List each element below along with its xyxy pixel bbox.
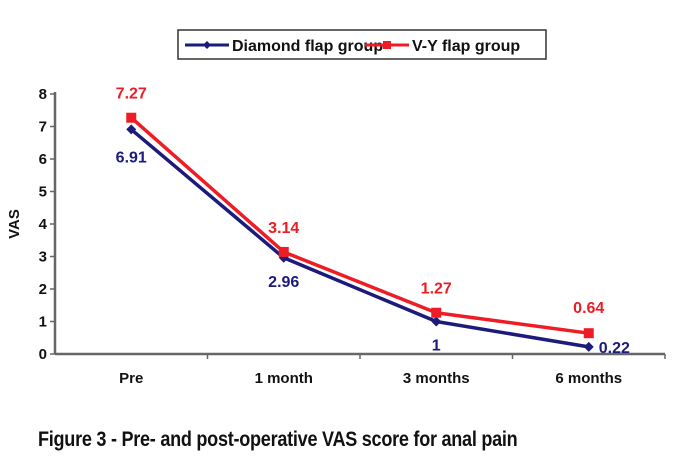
- x-tick-label: 1 month: [255, 370, 313, 387]
- data-point-marker: [278, 246, 289, 257]
- data-label: 6.91: [116, 149, 147, 166]
- series-line: [130, 116, 589, 335]
- x-tick-label: 6 months: [555, 370, 622, 387]
- data-label: 0.64: [573, 300, 604, 317]
- x-tick-label: 3 months: [403, 370, 470, 387]
- y-tick-label: 8: [39, 86, 47, 103]
- x-tick-label: Pre: [119, 370, 143, 387]
- series-vy-flap: 7.27 3.14 1.27 0.64: [116, 86, 604, 339]
- data-point-marker: [583, 341, 594, 352]
- series-layer: 6.91 2.96 1 0.22 7.27 3.14 1.27 0.64: [116, 86, 630, 357]
- data-label: 2.96: [268, 274, 299, 291]
- y-tick-label: 3: [39, 249, 47, 266]
- series-line: [130, 128, 590, 349]
- data-point-marker: [431, 316, 442, 327]
- data-label: 3.14: [268, 220, 299, 237]
- y-tick-label: 6: [39, 151, 47, 168]
- y-tick-label: 1: [39, 314, 47, 331]
- data-label: 7.27: [116, 86, 147, 103]
- legend-label: V-Y flap group: [412, 38, 520, 55]
- series-diamond-flap: 6.91 2.96 1 0.22: [116, 124, 630, 357]
- figure-caption: Figure 3 - Pre- and post-operative VAS s…: [38, 428, 518, 451]
- data-label: 0.22: [599, 340, 630, 357]
- line-chart: Diamond flap group V-Y flap group VAS 0 1 2…: [6, 29, 666, 387]
- y-tick-label: 0: [39, 346, 47, 363]
- legend-marker: [383, 41, 391, 49]
- legend-box: [177, 29, 547, 60]
- axes: 0 1 2 3 4 5 6 7 8 Pre 1 month 3 months 6 months: [39, 86, 666, 387]
- legend-marker: [203, 41, 211, 49]
- legend-label: Diamond flap group: [232, 38, 383, 55]
- legend: Diamond flap group V-Y flap group: [177, 29, 547, 60]
- y-axis-label: VAS: [6, 209, 23, 239]
- y-tick-label: 4: [39, 216, 48, 233]
- data-label: 1: [432, 338, 441, 355]
- data-point-marker: [583, 328, 594, 339]
- data-label: 1.27: [421, 281, 452, 298]
- y-tick-label: 7: [39, 119, 47, 136]
- y-tick-label: 2: [39, 281, 47, 298]
- data-point-marker: [431, 307, 442, 318]
- y-tick-label: 5: [39, 184, 47, 201]
- data-point-marker: [126, 124, 137, 135]
- data-point-marker: [126, 112, 137, 123]
